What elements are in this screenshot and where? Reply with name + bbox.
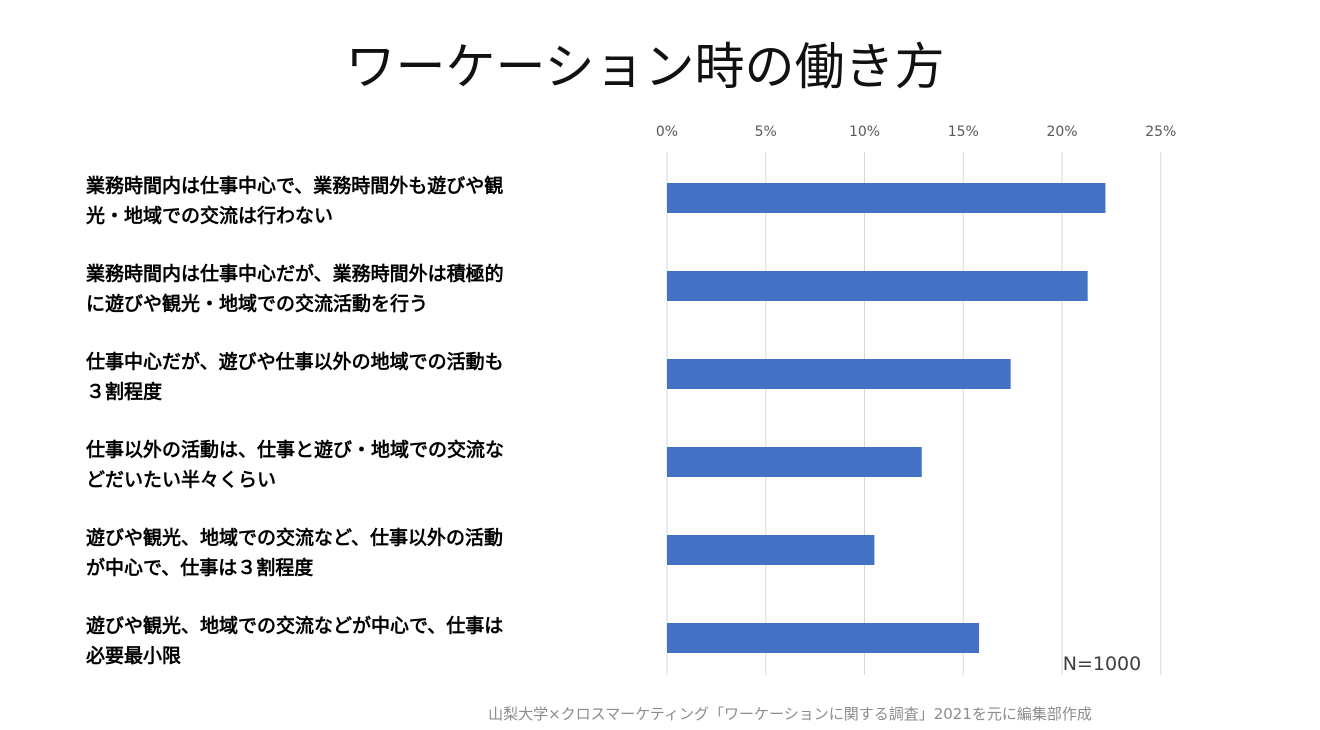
- x-tick-label: 15%: [948, 124, 979, 140]
- category-labels: 業務時間内は仕事中心で、業務時間外も遊びや観光・地域での交流は行わない業務時間内…: [85, 174, 504, 667]
- bar: [667, 623, 980, 653]
- category-label: 仕事中心だが、遊びや仕事以外の地域での活動も ３割程度: [85, 350, 504, 403]
- category-label-line: 仕事中心だが、遊びや仕事以外の地域での活動も: [85, 350, 504, 373]
- category-label-line: ３割程度: [86, 380, 163, 403]
- x-tick-label: 10%: [849, 124, 880, 140]
- category-label-line: 業務時間内は仕事中心だが、業務時間外は積極的: [85, 262, 504, 285]
- bar: [667, 183, 1106, 213]
- x-tick-label: 0%: [656, 124, 678, 140]
- gridlines: [666, 152, 1162, 675]
- source-note: 山梨大学×クロスマーケティング「ワーケーションに関する調査」2021を元に編集部…: [488, 705, 1092, 723]
- bar: [667, 447, 922, 477]
- x-tick-label: 25%: [1145, 124, 1176, 140]
- category-label-line: 必要最小限: [85, 644, 181, 667]
- bar: [667, 535, 875, 565]
- x-axis-tick-labels: 0% 5% 10% 15% 20% 25%: [656, 124, 1176, 140]
- x-tick-label: 20%: [1046, 124, 1077, 140]
- category-label-line: 遊びや観光、地域での交流など、仕事以外の活動: [86, 526, 503, 549]
- x-tick-label: 5%: [755, 124, 777, 140]
- category-label-line: 遊びや観光、地域での交流などが中心で、仕事は: [86, 614, 503, 637]
- category-label-line: が中心で、仕事は３割程度: [86, 556, 314, 579]
- category-label-line: 業務時間内は仕事中心で、業務時間外も遊びや観: [85, 174, 503, 197]
- bar: [667, 271, 1088, 301]
- category-label-line: どだいたい半々くらい: [86, 468, 276, 491]
- bars: [667, 183, 1106, 653]
- bar: [667, 359, 1011, 389]
- chart-title: ワーケーション時の働き方: [346, 38, 945, 96]
- category-label-line: に遊びや観光・地域での交流活動を行う: [86, 292, 428, 315]
- sample-size-note: N=1000: [1063, 653, 1142, 675]
- category-label-line: 光・地域での交流は行わない: [85, 204, 333, 227]
- category-label-line: 仕事以外の活動は、仕事と遊び・地域での交流な: [85, 438, 504, 461]
